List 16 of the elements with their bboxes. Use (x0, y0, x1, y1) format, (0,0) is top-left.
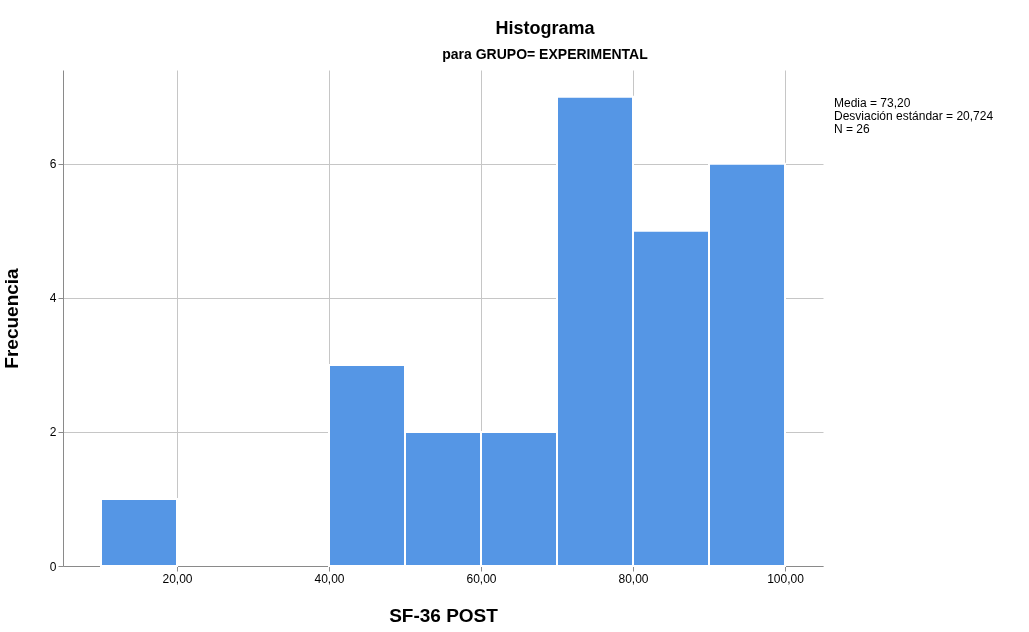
x-tick-label: 60,00 (466, 571, 497, 586)
y-tick-label: 2 (49, 425, 57, 440)
y-tick-label: 0 (49, 559, 57, 574)
x-tick-label: 20,00 (162, 571, 193, 586)
x-tick-label: 40,00 (314, 571, 345, 586)
x-tick-label: 80,00 (618, 571, 649, 586)
y-tick-label: 6 (49, 157, 57, 172)
text: Desviación estándar = 20,724 (834, 109, 994, 123)
x-tick-label: 100,00 (767, 571, 805, 586)
chart-subtitle: para GRUPO= EXPERIMENTAL (442, 46, 649, 62)
text: Media = 73,20 (834, 96, 912, 110)
y-tick-label: 4 (49, 291, 57, 306)
chart-title: Histograma (495, 18, 596, 38)
text: N = 26 (834, 122, 871, 136)
x-axis-title: SF-36 POST (389, 604, 499, 626)
y-axis-title: Frecuencia (0, 267, 22, 369)
